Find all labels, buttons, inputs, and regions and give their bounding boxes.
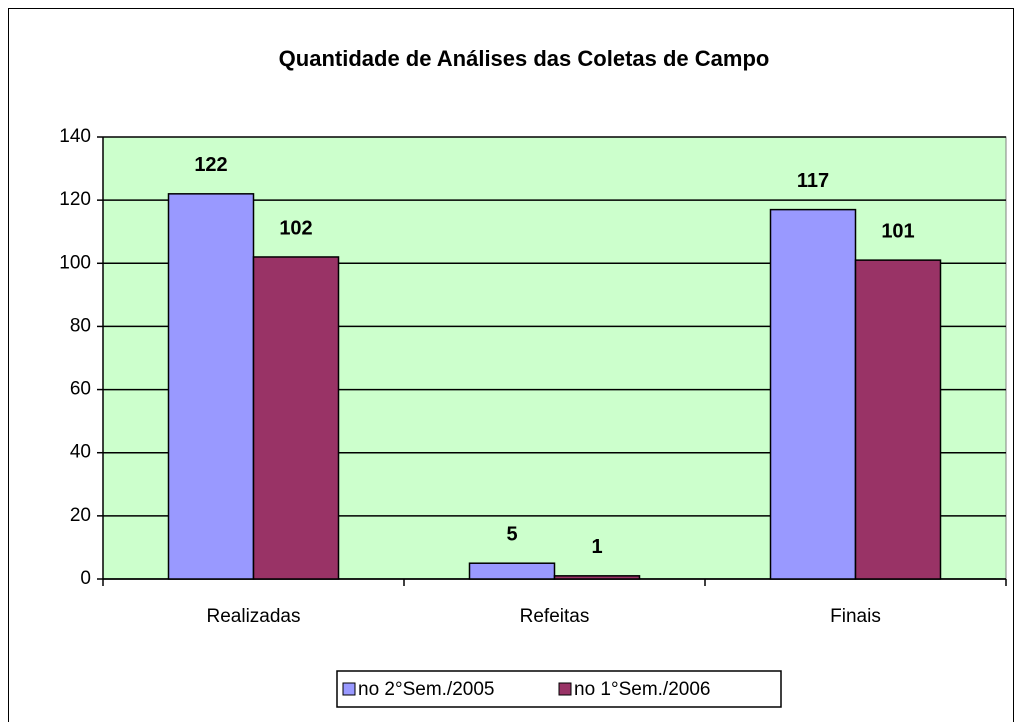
chart-title: Quantidade de Análises das Coletas de Ca… [279,46,770,71]
value-label: 5 [506,523,517,545]
legend-swatch [342,682,356,696]
bar [854,259,942,580]
y-tick-label: 80 [70,315,91,336]
legend-swatch [558,682,572,696]
value-label: 117 [797,170,829,192]
legend-label: no 2°Sem./2005 [358,679,494,700]
legend-box [336,670,782,708]
bar [553,575,641,580]
value-label: 1 [591,536,602,558]
y-tick-label: 0 [80,568,91,589]
x-tick-label: Realizadas [207,606,301,627]
legend-label: no 1°Sem./2006 [574,679,710,700]
value-label: 122 [194,154,227,176]
y-tick-label: 100 [59,252,91,273]
y-tick-label: 140 [59,126,91,147]
value-label: 102 [279,217,312,239]
x-tick-label: Refeitas [520,606,590,627]
bar [769,208,857,580]
x-tick-label: Finais [830,606,881,627]
bar [468,562,556,580]
y-tick-label: 20 [70,505,91,526]
y-tick-label: 40 [70,442,91,463]
bar [252,256,340,580]
bar [167,193,255,580]
value-label: 101 [881,220,914,242]
y-tick-label: 120 [59,189,91,210]
y-tick-label: 60 [70,379,91,400]
